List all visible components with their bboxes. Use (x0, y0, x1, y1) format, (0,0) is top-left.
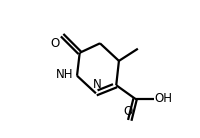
Text: OH: OH (155, 92, 173, 105)
Text: O: O (51, 37, 60, 50)
Text: O: O (123, 105, 132, 118)
Text: N: N (93, 78, 102, 91)
Text: NH: NH (56, 68, 74, 81)
